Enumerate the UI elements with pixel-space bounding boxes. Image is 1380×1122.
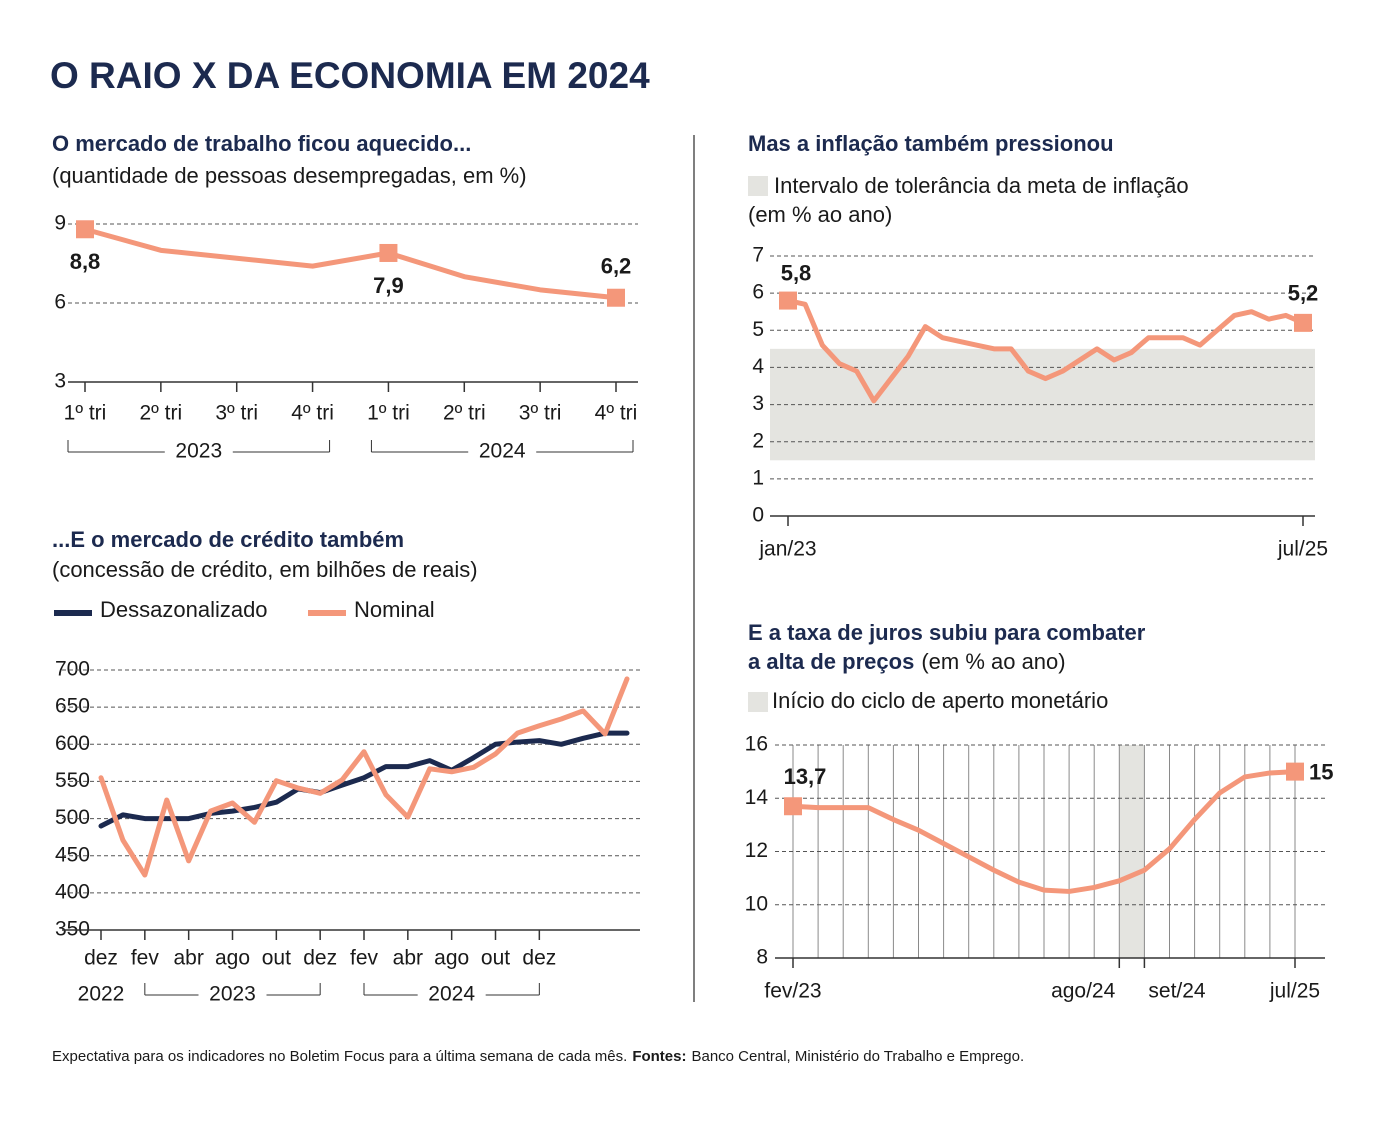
y-tick-label: 650 [55,695,90,718]
data-label: 8,8 [70,249,101,274]
point-marker [1286,762,1304,781]
y-tick-label: 16 [745,733,768,756]
data-line [98,730,630,829]
x-tick-label: 3º tri [215,402,258,425]
x-tick-label: dez [522,947,556,970]
band-legend-label: Intervalo de tolerância da meta de infla… [774,173,1189,198]
x-tick-label: dez [303,947,337,970]
x-tick-label: out [481,947,510,970]
y-tick-label: 10 [745,892,768,915]
y-tick-label: 1 [752,466,764,489]
y-tick-label: 6 [752,281,764,304]
y-tick-label: 550 [55,769,90,792]
data-line [98,676,630,878]
x-tick-label: 1º tri [64,402,107,425]
x-tick-label: 4º tri [595,402,638,425]
x-tick-label: fev/23 [764,980,821,1003]
x-tick-label: 4º tri [291,402,334,425]
data-label: 13,7 [784,764,827,789]
x-tick-label: ago [215,947,250,970]
x-tick-label: set/24 [1148,980,1206,1003]
chart-title: O mercado de trabalho ficou aquecido... [52,131,471,156]
chart-title: a alta de preços (em % ao ano) [748,649,1066,674]
point-marker [1294,313,1312,332]
point-marker [379,243,398,262]
x-tick-label: 3º tri [519,402,562,425]
x-tick-label: fev [350,947,379,970]
y-tick-label: 14 [745,786,769,809]
data-label: 5,2 [1288,281,1319,306]
y-tick-label: 0 [752,504,764,527]
point-marker [607,288,625,307]
x-tick-label: ago/24 [1051,980,1116,1003]
data-label: 15 [1309,759,1333,784]
data-line [82,226,619,301]
y-tick-label: 8 [756,946,768,969]
data-line [785,298,1306,404]
x-tick-label: jul/25 [1269,980,1320,1003]
chart-subtitle: (em % ao ano) [921,649,1065,674]
x-tick-label: 2º tri [443,402,486,425]
page-title: O RAIO X DA ECONOMIA EM 2024 [50,55,650,96]
y-tick-label: 600 [55,732,90,755]
y-tick-label: 5 [752,318,764,341]
y-tick-label: 500 [55,806,90,829]
y-tick-label: 6 [54,291,66,314]
chart-subtitle: (concessão de crédito, em bilhões de rea… [52,557,478,582]
point-marker [779,291,797,310]
band-legend-label: Início do ciclo de aperto monetário [772,688,1108,713]
group-label: 2023 [209,983,256,1006]
y-tick-label: 9 [54,212,66,235]
chart-title: Mas a inflação também pressionou [748,131,1114,156]
data-label: 6,2 [601,254,632,279]
footnote-source-label: Fontes: [632,1048,686,1065]
point-marker [76,220,94,239]
x-tick-label: jul/25 [1277,538,1328,561]
x-tick-label: abr [393,947,423,970]
point-marker [784,797,802,816]
x-tick-label: 2º tri [140,402,183,425]
band-legend-swatch [748,692,768,712]
y-tick-label: 700 [55,658,90,681]
x-tick-label: jan/23 [758,538,816,561]
band-legend-swatch [748,176,768,196]
data-line [790,769,1298,894]
data-label: 5,8 [781,260,812,285]
tolerance-band [770,348,1315,461]
y-tick-label: 4 [752,355,764,378]
data-label: 7,9 [373,273,404,298]
chart-subtitle: (quantidade de pessoas desempregadas, em… [52,163,527,188]
chart-title: E a taxa de juros subiu para combater [748,620,1146,645]
y-tick-label: 7 [752,244,764,267]
x-tick-label: dez [84,947,118,970]
x-tick-label: abr [173,947,203,970]
y-tick-label: 400 [55,880,90,903]
group-label: 2024 [479,440,526,463]
chart-subtitle: (em % ao ano) [748,202,892,227]
x-tick-label: fev [131,947,160,970]
group-label: 2023 [175,440,222,463]
legend-label: Dessazonalizado [100,597,268,622]
y-tick-label: 3 [752,392,764,415]
y-tick-label: 350 [55,918,90,941]
footnote-sources: Banco Central, Ministério do Trabalho e … [691,1048,1024,1065]
group-label: 2024 [428,983,475,1006]
x-tick-label: out [262,947,291,970]
y-tick-label: 12 [745,839,768,862]
chart-title-line: a alta de preços [748,649,914,674]
group-label: 2022 [78,983,125,1006]
chart-title: ...E o mercado de crédito também [52,527,404,552]
footnote-text: Expectativa para os indicadores no Bolet… [52,1048,627,1065]
footnote: Expectativa para os indicadores no Bolet… [52,1048,1024,1065]
legend-label: Nominal [354,597,435,622]
y-tick-label: 3 [54,370,66,393]
x-tick-label: ago [434,947,469,970]
y-tick-label: 450 [55,843,90,866]
x-tick-label: 1º tri [367,402,410,425]
y-tick-label: 2 [752,429,764,452]
